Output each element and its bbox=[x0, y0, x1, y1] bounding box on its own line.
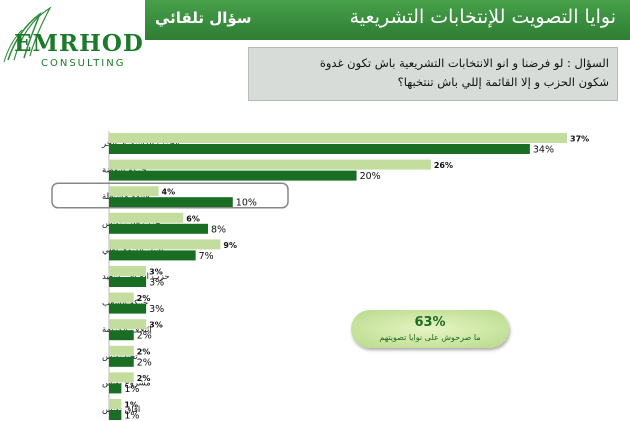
data-label: 2% bbox=[137, 347, 151, 356]
bar bbox=[109, 133, 567, 143]
data-label: 1% bbox=[124, 384, 139, 395]
logo-wheat-icon bbox=[3, 6, 52, 63]
data-label: 10% bbox=[236, 198, 257, 209]
header-tag: سؤال تلقائي bbox=[155, 9, 252, 27]
logo-name: EMRHOD bbox=[14, 30, 144, 57]
bar bbox=[109, 223, 209, 234]
bar bbox=[109, 266, 147, 276]
data-label: 2% bbox=[137, 357, 152, 368]
data-label: 34% bbox=[533, 145, 554, 156]
bar bbox=[109, 399, 122, 409]
bar bbox=[109, 186, 159, 197]
data-label: 8% bbox=[211, 224, 226, 235]
undeclared-badge: 63% ما صرحوش على نوايا تصويتهم bbox=[351, 310, 509, 348]
data-label: 2% bbox=[137, 374, 151, 383]
question-box: السؤال : لو فرضنا و انو الانتخابات التشر… bbox=[248, 47, 618, 101]
question-line-2: شكون الحزب و إلا القائمة إللي باش تنتخبه… bbox=[397, 75, 609, 89]
data-label: 20% bbox=[360, 171, 381, 182]
bar bbox=[109, 356, 134, 367]
bar bbox=[109, 383, 122, 394]
bar bbox=[109, 277, 147, 287]
bar bbox=[109, 319, 147, 330]
badge-caption: ما صرحوش على نوايا تصويتهم bbox=[379, 333, 481, 342]
data-label: 3% bbox=[149, 321, 163, 330]
question-text: السؤال : لو فرضنا و انو الانتخابات التشر… bbox=[259, 54, 609, 92]
header-bar: سؤال تلقائي نوايا التصويت للإنتخابات الت… bbox=[145, 0, 630, 40]
data-label: 1% bbox=[124, 411, 139, 421]
badge-value: 63% bbox=[414, 315, 446, 330]
data-label: 3% bbox=[149, 268, 163, 277]
bar bbox=[109, 292, 134, 303]
bar bbox=[109, 212, 184, 223]
bar bbox=[109, 330, 134, 341]
bar bbox=[109, 159, 431, 170]
data-label: 37% bbox=[570, 135, 589, 144]
logo-subtitle: CONSULTING bbox=[41, 58, 126, 69]
data-label: 4% bbox=[162, 188, 176, 197]
bar bbox=[109, 345, 134, 356]
data-label: 2% bbox=[137, 294, 151, 303]
highlight-box bbox=[51, 182, 289, 209]
data-label: 3% bbox=[149, 278, 164, 289]
bar bbox=[109, 239, 221, 250]
bar bbox=[109, 410, 122, 420]
page-title: نوايا التصويت للإنتخابات التشريعية bbox=[349, 6, 616, 28]
logo: EMRHOD CONSULTING bbox=[0, 0, 145, 80]
bar bbox=[109, 170, 357, 181]
data-label: 1% bbox=[124, 401, 138, 410]
data-label: 6% bbox=[186, 214, 200, 223]
bar bbox=[109, 197, 233, 208]
category-label: مشروع تونس bbox=[102, 378, 151, 388]
bar bbox=[109, 144, 530, 154]
bar bbox=[109, 303, 147, 314]
data-label: 9% bbox=[223, 241, 237, 250]
data-label: 3% bbox=[149, 304, 164, 315]
bar bbox=[109, 250, 196, 261]
question-line-1: السؤال : لو فرضنا و انو الانتخابات التشر… bbox=[319, 56, 609, 70]
bar bbox=[109, 372, 134, 383]
data-label: 2% bbox=[137, 331, 152, 342]
data-label: 26% bbox=[434, 161, 453, 170]
data-label: 7% bbox=[199, 251, 214, 262]
